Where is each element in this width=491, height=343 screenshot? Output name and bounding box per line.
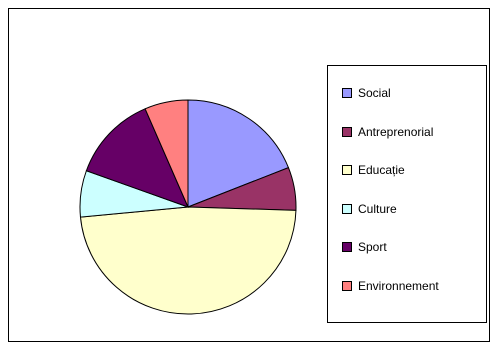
legend-item-educat-ie: Educație [342,162,405,178]
legend: Social Antreprenorial Educație Culture Sport… [327,65,487,323]
chart-area: Social Antreprenorial Educație Culture Sport… [8,8,490,342]
legend-swatch [342,242,352,252]
pie-slice-sport [85,108,189,208]
legend-label: Antreprenorial [358,124,434,139]
legend-item-sport: Sport [342,239,387,255]
legend-swatch [342,165,352,175]
pie-slice-educat-ie [79,206,297,315]
legend-item-environnement: Environnement [342,278,439,294]
legend-label: Social [358,86,391,100]
legend-label: Sport [358,240,387,254]
legend-item-social: Social [342,85,391,101]
legend-item-culture: Culture [342,201,397,217]
legend-label: Environnement [358,278,439,293]
legend-label: Educație [358,163,405,177]
pie-slice-social [187,99,290,208]
legend-swatch [342,203,352,214]
pie-chart [79,99,297,315]
legend-swatch [342,88,352,98]
legend-swatch [342,280,352,291]
pie-slice-environnement [144,99,189,208]
legend-item-antreprenorial: Antreprenorial [342,124,433,140]
legend-swatch [342,126,352,137]
legend-label: Culture [358,201,397,216]
